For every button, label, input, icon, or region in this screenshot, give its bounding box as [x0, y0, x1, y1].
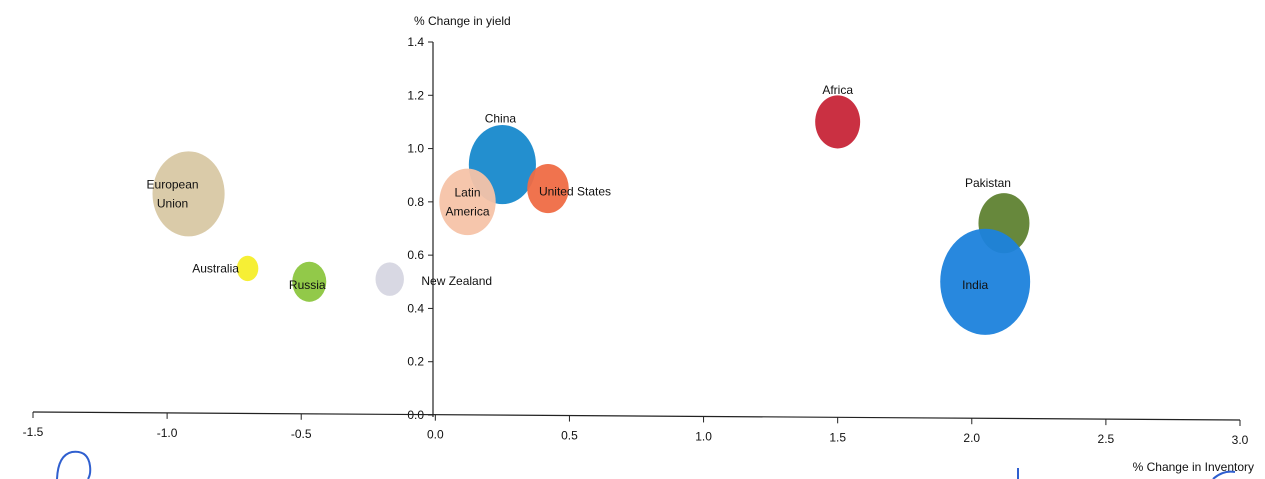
- x-tick-label: 3.0: [1232, 433, 1249, 447]
- y-tick-label: 1.4: [407, 35, 424, 49]
- x-tick-label: -0.5: [291, 427, 312, 441]
- y-tick-label: 1.0: [407, 142, 424, 156]
- x-tick-label: 1.0: [695, 429, 712, 443]
- bubble-australia: [236, 255, 259, 282]
- y-tick-label: 1.2: [407, 88, 424, 102]
- bubble-russia: [292, 261, 327, 302]
- x-axis-line: [32, 411, 1241, 421]
- x-ticks: -1.5 -1.0 -0.5 0.0 0.5 1.0 1.5 2.0 2.5 3.0: [23, 412, 1249, 447]
- x-axis: -1.5 -1.0 -0.5 0.0 0.5 1.0 1.5 2.0 2.5 3.0 % Chan…: [23, 411, 1254, 474]
- pen-mark-far-right: [1212, 470, 1236, 479]
- bubble-label-new-zealand: New Zealand: [421, 274, 492, 288]
- x-tick-label: 0.5: [561, 429, 578, 443]
- x-tick-label: 2.0: [963, 431, 980, 445]
- x-tick-label: 2.5: [1098, 432, 1115, 446]
- x-tick-label: -1.0: [157, 426, 178, 440]
- bubble-label-united-states: United States: [539, 185, 611, 199]
- bubble-india: [940, 228, 1031, 335]
- bubble-layer: [152, 95, 1031, 335]
- bubble-latin-america: [439, 168, 496, 236]
- bubble-label-european-union: Union: [157, 196, 188, 210]
- bubble-new-zealand: [375, 262, 404, 296]
- y-axis-title: % Change in yield: [414, 14, 511, 28]
- bubble-label-australia: Australia: [192, 261, 239, 275]
- bubble-label-russia: Russia: [289, 278, 326, 292]
- bubble-africa: [815, 95, 861, 149]
- bubble-label-latin-america: Latin: [455, 185, 481, 199]
- y-ticks: 0.00.20.40.60.81.01.21.4: [407, 35, 433, 422]
- bubble-european-union: [152, 151, 225, 237]
- y-tick-label: 0.8: [407, 195, 424, 209]
- bubble-label-layer: European Union Australia Russia New Zealand C…: [147, 83, 1011, 292]
- bubble-label-european-union: European: [147, 177, 199, 191]
- bubble-united-states: [527, 163, 569, 214]
- bubble-label-latin-america: America: [446, 204, 490, 218]
- y-tick-label: 0.4: [407, 301, 424, 315]
- x-tick-label: 0.0: [427, 428, 444, 442]
- x-tick-label: 1.5: [829, 430, 846, 444]
- bubble-label-africa: Africa: [822, 83, 853, 97]
- bubble-label-pakistan: Pakistan: [965, 176, 1011, 190]
- pen-mark-left: [56, 450, 92, 479]
- bubble-label-india: India: [962, 278, 988, 292]
- bubble-label-china: China: [485, 112, 517, 126]
- y-tick-label: 0.6: [407, 248, 424, 262]
- y-tick-label: 0.2: [407, 355, 424, 369]
- y-axis: 0.00.20.40.60.81.01.21.4 % Change in yie…: [407, 14, 510, 422]
- x-tick-label: -1.5: [23, 425, 44, 439]
- x-axis-title: % Change in Inventory: [1133, 460, 1254, 474]
